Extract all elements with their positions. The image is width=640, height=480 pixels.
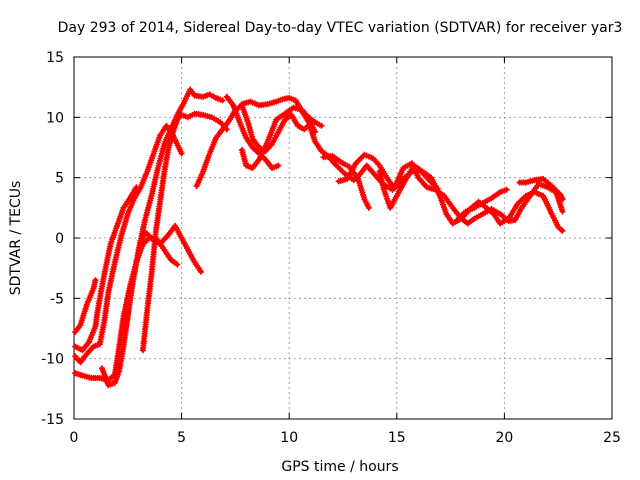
chart-title: Day 293 of 2014, Sidereal Day-to-day VTE… <box>58 20 623 36</box>
series-markers <box>72 122 185 366</box>
series-markers <box>238 104 325 171</box>
axis-ticks: 0 5 10 15 20 25 -15 -10 -5 0 5 10 15 <box>41 50 621 446</box>
y-tick-label: -10 <box>41 352 64 368</box>
series-markers <box>454 186 510 223</box>
x-tick-label: 15 <box>388 430 406 446</box>
series-sat-h <box>193 102 318 190</box>
x-tick-label: 0 <box>70 430 79 446</box>
series-markers <box>223 93 282 171</box>
series-markers <box>193 102 318 190</box>
x-tick-label: 25 <box>603 430 621 446</box>
y-axis-label: SDTVAR / TECUs <box>8 181 24 296</box>
series-sat-c <box>72 122 185 366</box>
series-markers <box>320 152 372 211</box>
series-sat-j <box>238 104 325 171</box>
data-layer <box>72 86 566 389</box>
series-sat-l <box>320 152 372 211</box>
series-sat-i <box>223 93 282 171</box>
series-markers <box>516 175 566 203</box>
y-tick-label: -5 <box>50 291 64 307</box>
x-tick-label: 10 <box>280 430 298 446</box>
y-tick-label: 15 <box>46 50 64 66</box>
series-markers <box>72 184 140 354</box>
x-axis-label: GPS time / hours <box>281 459 398 475</box>
series-sat-a <box>72 277 99 336</box>
series-markers <box>139 110 230 354</box>
series-sat-b <box>72 184 140 354</box>
series-sat-o <box>454 186 510 223</box>
series-markers <box>122 86 226 332</box>
series-sat-g <box>139 110 230 354</box>
x-tick-label: 20 <box>495 430 513 446</box>
x-tick-label: 5 <box>177 430 186 446</box>
y-tick-label: 0 <box>55 231 64 247</box>
series-sat-p <box>516 175 566 203</box>
y-tick-label: -15 <box>41 412 64 428</box>
y-tick-label: 5 <box>55 171 64 187</box>
y-tick-label: 10 <box>46 110 64 126</box>
series-markers <box>72 277 99 336</box>
